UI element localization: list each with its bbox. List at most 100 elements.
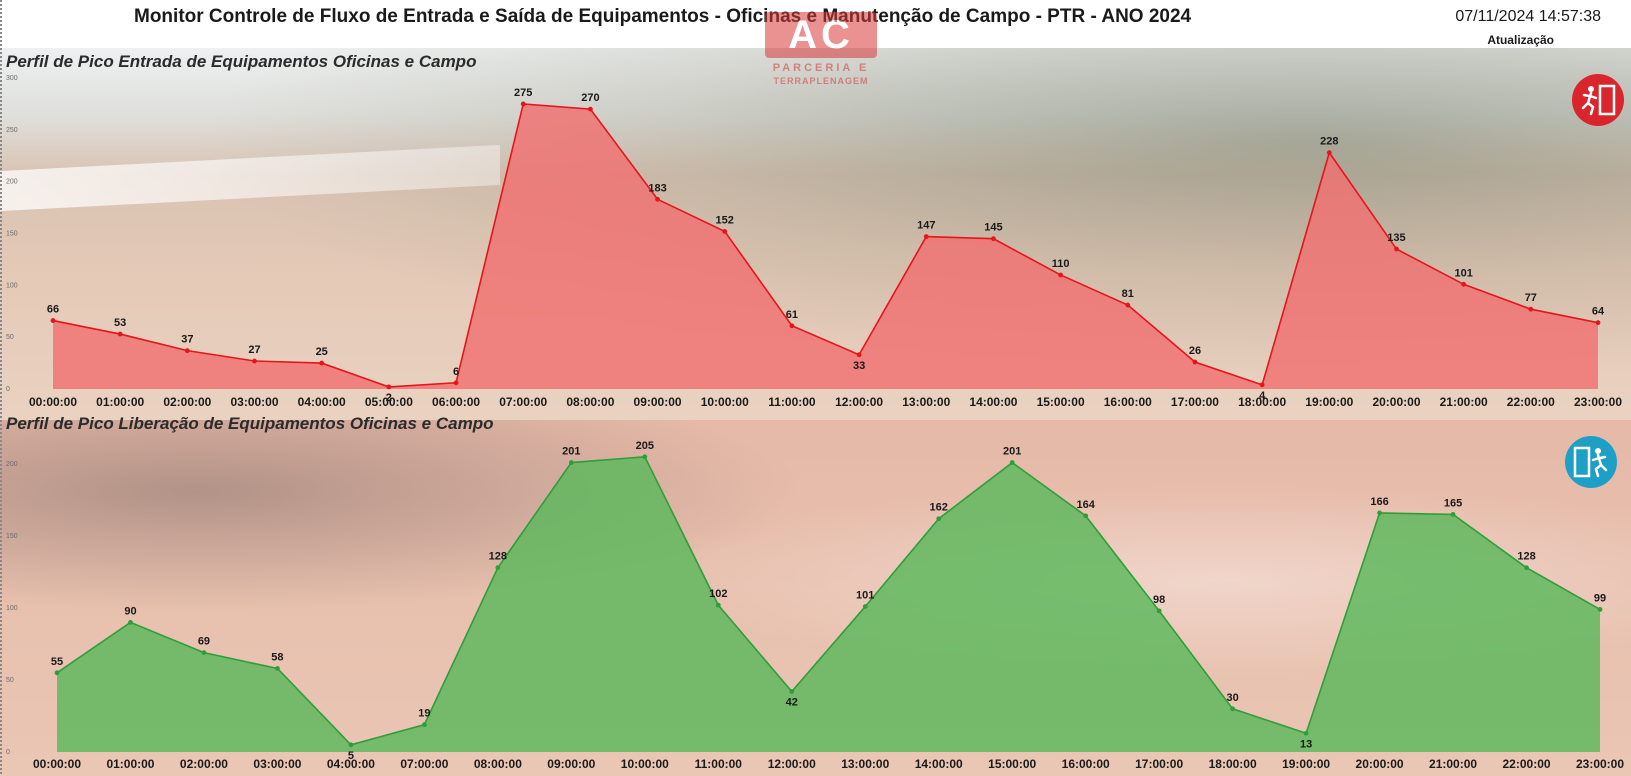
y-tick-label: 100 (6, 605, 18, 612)
data-point (1326, 150, 1332, 156)
x-tick-label: 04:00:00 (298, 395, 346, 409)
data-point (862, 604, 868, 609)
x-tick-label: 19:00:00 (1282, 757, 1330, 771)
data-point (1528, 306, 1534, 312)
x-tick-label: 10:00:00 (701, 395, 749, 409)
x-tick-label: 07:00:00 (499, 395, 547, 409)
data-label: 152 (716, 214, 734, 226)
data-point (722, 229, 728, 234)
data-point (348, 742, 354, 748)
data-point (520, 101, 526, 107)
x-tick-label: 02:00:00 (180, 757, 228, 771)
data-point (991, 236, 996, 242)
data-label: 2 (386, 392, 392, 404)
series-line (52, 103, 1599, 388)
release-chart-title: Perfil de Pico Liberação de Equipamentos… (6, 414, 494, 433)
data-point (642, 454, 648, 460)
x-tick-label: 16:00:00 (1104, 395, 1152, 409)
data-point (184, 348, 190, 354)
y-tick-label: 0 (6, 749, 10, 756)
data-label: 6 (453, 366, 459, 378)
logo-mark: AC (765, 12, 877, 58)
data-point (1259, 382, 1265, 388)
data-label: 162 (930, 502, 948, 514)
data-label: 69 (198, 636, 210, 648)
y-tick-label: 250 (6, 127, 18, 134)
release-badge (1565, 436, 1617, 488)
entry-badge (1572, 74, 1624, 126)
data-point (587, 106, 593, 112)
logo-line1: PARCERIA E (772, 62, 870, 74)
data-label: 275 (514, 87, 532, 99)
data-point (1009, 460, 1015, 465)
x-tick-label: 20:00:00 (1356, 757, 1404, 771)
data-label: 270 (581, 92, 599, 104)
data-point (54, 670, 60, 676)
data-point (1192, 359, 1198, 365)
data-point (1595, 320, 1601, 326)
data-point (495, 565, 501, 571)
x-tick-label: 14:00:00 (915, 757, 963, 771)
series-line (56, 455, 1601, 746)
page-title: Monitor Controle de Fluxo de Entrada e S… (134, 6, 1192, 27)
data-label: 64 (1592, 306, 1605, 318)
data-point (275, 666, 280, 671)
data-label: 183 (648, 182, 666, 194)
data-point (1303, 730, 1309, 736)
x-tick-label: 03:00:00 (253, 757, 301, 771)
data-label: 205 (636, 440, 654, 452)
data-label: 30 (1226, 692, 1238, 704)
x-tick-label: 11:00:00 (695, 757, 743, 771)
update-datetime: 07/11/2024 14:57:38 (1455, 8, 1601, 25)
data-point (252, 358, 257, 364)
data-label: 55 (51, 656, 63, 668)
x-tick-label: 22:00:00 (1503, 757, 1551, 771)
x-tick-label: 04:00:00 (327, 757, 375, 771)
data-label: 81 (1122, 288, 1134, 300)
data-label: 135 (1387, 232, 1405, 244)
entry-chart-title: Perfil de Pico Entrada de Equipamentos O… (6, 52, 477, 71)
data-point (453, 380, 459, 386)
data-point (1524, 565, 1529, 571)
data-label: 25 (316, 346, 328, 358)
y-tick-label: 100 (6, 282, 18, 289)
data-label: 201 (562, 446, 580, 458)
y-tick-label: 300 (6, 75, 18, 82)
data-label: 42 (786, 697, 798, 709)
x-tick-label: 05:00:00 (365, 395, 413, 409)
x-tick-label: 01:00:00 (96, 395, 144, 409)
data-point (789, 323, 795, 329)
data-label: 145 (984, 222, 1002, 234)
x-tick-label: 01:00:00 (106, 757, 154, 771)
x-tick-label: 13:00:00 (902, 395, 950, 409)
data-point (1083, 513, 1089, 519)
data-label: 128 (1517, 551, 1535, 563)
data-point (117, 331, 123, 337)
data-label: 77 (1525, 292, 1537, 304)
x-tick-label: 11:00:00 (768, 395, 816, 409)
x-tick-label: 00:00:00 (29, 395, 77, 409)
x-tick-label: 16:00:00 (1062, 757, 1110, 771)
data-point (1394, 246, 1399, 252)
data-point (1058, 272, 1064, 278)
data-label: 53 (114, 317, 126, 329)
data-label: 166 (1370, 496, 1388, 508)
data-label: 61 (786, 309, 798, 321)
y-tick-label: 150 (6, 231, 18, 238)
data-point (1461, 281, 1467, 287)
x-tick-label: 08:00:00 (566, 395, 614, 409)
data-label: 27 (248, 344, 260, 356)
data-point (1597, 607, 1603, 612)
data-point (421, 722, 427, 728)
y-tick-label: 150 (6, 533, 18, 540)
data-label: 58 (271, 651, 283, 663)
y-tick-label: 50 (6, 677, 14, 684)
release-chart: 0 50 100 150 200 55 00:00:00 90 01:00:00 69 02:00:… (6, 440, 1624, 771)
data-label: 98 (1153, 594, 1165, 606)
x-tick-label: 15:00:00 (988, 757, 1036, 771)
data-point (856, 352, 862, 358)
x-tick-label: 20:00:00 (1372, 395, 1420, 409)
x-tick-label: 19:00:00 (1305, 395, 1353, 409)
x-tick-label: 12:00:00 (835, 395, 883, 409)
data-point (201, 650, 207, 656)
